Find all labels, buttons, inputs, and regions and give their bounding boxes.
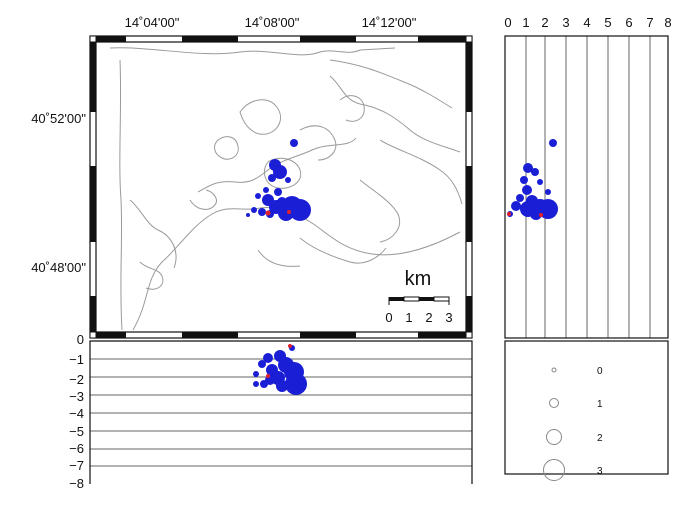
legend-label-3: 3	[597, 466, 603, 477]
lat-label-2: 40˚48'00"	[31, 260, 86, 275]
depth-tick-6: 6	[625, 15, 632, 30]
event-marker-highlight	[507, 212, 511, 216]
event-marker	[516, 194, 524, 202]
depth-tick-4: 4	[583, 15, 590, 30]
depth-label-4: −4	[69, 406, 84, 421]
lon-label-2: 14˚08'00"	[245, 15, 300, 30]
event-marker	[537, 179, 543, 185]
event-marker-highlight	[266, 374, 270, 378]
event-marker	[511, 201, 521, 211]
event-marker	[253, 381, 259, 387]
lon-label-3: 14˚12'00"	[362, 15, 417, 30]
depth-tick-7: 7	[646, 15, 653, 30]
event-marker-highlight	[539, 213, 543, 217]
depth-section-events	[253, 344, 307, 395]
event-marker	[278, 205, 294, 221]
event-marker	[258, 208, 266, 216]
scale-bar-unit: km	[405, 268, 432, 290]
legend-circle-0	[551, 367, 557, 373]
event-marker-highlight	[287, 210, 291, 214]
depth-section-frame	[89, 340, 473, 484]
magnitude-legend: 0 1 2 3	[504, 340, 669, 481]
depth-label-8: −8	[69, 476, 84, 491]
event-marker	[263, 187, 269, 193]
scale-tick-1: 1	[405, 310, 412, 325]
event-marker	[268, 174, 276, 182]
depth-label-1: −1	[69, 352, 84, 367]
depth-tick-5: 5	[604, 15, 611, 30]
map-frame	[89, 35, 473, 339]
depth-label-0: 0	[77, 332, 84, 347]
event-marker	[253, 371, 259, 377]
event-marker-highlight	[288, 344, 292, 348]
event-marker	[290, 139, 298, 147]
event-marker	[274, 188, 282, 196]
map-events	[246, 139, 311, 221]
event-marker	[255, 193, 261, 199]
event-marker	[276, 380, 288, 392]
event-marker-highlight	[265, 210, 271, 216]
event-marker	[520, 176, 528, 184]
event-marker	[538, 199, 558, 219]
depth-tick-8: 8	[664, 15, 671, 30]
event-marker	[246, 213, 250, 217]
event-marker	[545, 189, 551, 195]
event-marker	[289, 199, 311, 221]
event-marker	[523, 163, 533, 173]
scale-tick-0: 0	[385, 310, 392, 325]
event-marker	[530, 208, 542, 220]
depth-section-panel: 0 −1 −2 −3 −4 −5 −6 −7 −8	[69, 332, 473, 491]
depth-label-2: −2	[69, 372, 84, 387]
legend-label-2: 2	[597, 433, 603, 444]
depth-label-3: −3	[69, 389, 84, 404]
event-marker	[273, 165, 287, 179]
event-marker	[285, 373, 307, 395]
map-panel: 14˚04'00" 14˚08'00" 14˚12'00" 40˚52'00" …	[31, 15, 473, 339]
lat-label-1: 40˚52'00"	[31, 111, 86, 126]
scale-tick-2: 2	[425, 310, 432, 325]
latitude-depth-grid	[525, 36, 651, 338]
event-marker	[531, 168, 539, 176]
coastline	[109, 47, 463, 331]
legend-circle-3	[543, 459, 565, 481]
event-marker	[251, 207, 257, 213]
event-marker	[258, 360, 266, 368]
depth-label-7: −7	[69, 458, 84, 473]
legend-circle-2	[546, 429, 562, 445]
depth-tick-0: 0	[504, 15, 511, 30]
legend-circle-1	[549, 398, 559, 408]
legend-label-1: 1	[597, 399, 603, 410]
event-marker	[522, 185, 532, 195]
scale-tick-3: 3	[445, 310, 452, 325]
depth-label-5: −5	[69, 424, 84, 439]
depth-tick-2: 2	[541, 15, 548, 30]
depth-label-6: −6	[69, 441, 84, 456]
scale-bar: km 0 1 2 3	[385, 268, 452, 325]
latitude-depth-frame	[504, 35, 669, 339]
latitude-depth-events	[507, 139, 558, 220]
event-marker	[263, 353, 273, 363]
legend-label-0: 0	[597, 366, 603, 377]
depth-tick-3: 3	[562, 15, 569, 30]
event-marker	[549, 139, 557, 147]
lon-label-1: 14˚04'00"	[125, 15, 180, 30]
legend-frame	[504, 340, 669, 475]
depth-tick-1: 1	[522, 15, 529, 30]
event-marker	[285, 177, 291, 183]
latitude-depth-panel: 0 1 2 3 4 5 6 7 8	[504, 15, 672, 339]
